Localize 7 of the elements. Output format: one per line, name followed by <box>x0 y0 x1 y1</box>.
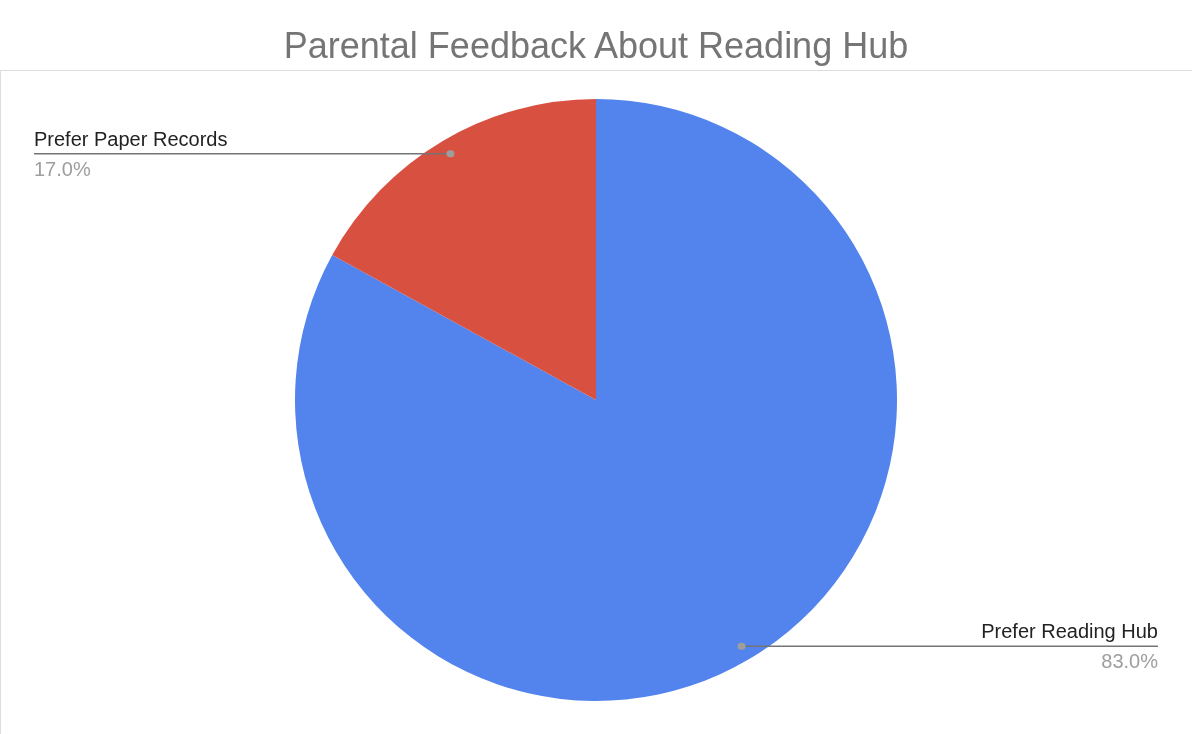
pie-slice <box>332 99 596 400</box>
slice-label: Prefer Reading Hub <box>981 620 1158 643</box>
chart-title: Parental Feedback About Reading Hub <box>283 25 909 66</box>
data-label: 83.0% <box>1101 650 1159 673</box>
data-label: 17.0% <box>34 157 91 180</box>
pie-slice <box>295 99 897 701</box>
slice-label: Prefer Paper Records <box>34 127 228 150</box>
